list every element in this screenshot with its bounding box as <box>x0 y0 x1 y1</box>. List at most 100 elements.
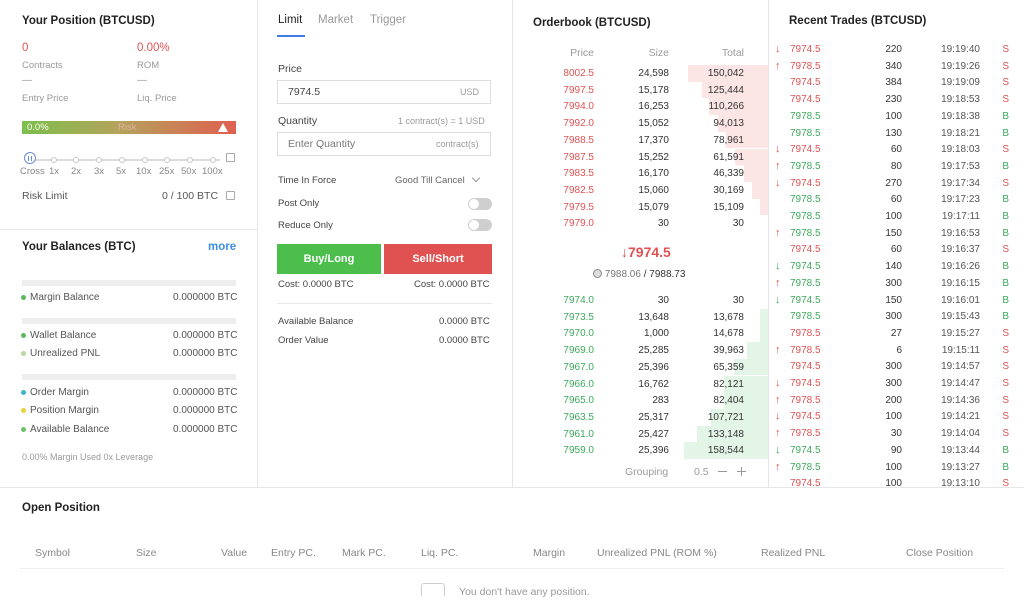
trade-price: 7978.5 <box>790 160 821 172</box>
trade-row: 7978.5 60 19:17:23 B <box>769 191 1024 208</box>
position-margin-label: Position Margin <box>30 405 99 416</box>
leverage-option[interactable]: 5x <box>116 166 127 177</box>
leverage-dot[interactable] <box>187 157 193 163</box>
ask-row[interactable]: 7982.5 15,060 30,169 <box>513 181 768 199</box>
trade-price: 7974.5 <box>790 261 821 273</box>
trade-row: ↓ 7974.5 270 19:17:34 S <box>769 175 1024 192</box>
column-close-position[interactable]: Close Position <box>906 547 974 559</box>
leverage-slider-track[interactable] <box>30 159 220 161</box>
trade-row: ↓ 7974.5 60 19:18:03 S <box>769 141 1024 158</box>
leverage-dot[interactable] <box>210 157 216 163</box>
orderbook-total: 30 <box>732 218 744 230</box>
more-link[interactable]: more <box>208 241 237 253</box>
post-only-toggle[interactable] <box>468 198 492 210</box>
buy-long-button[interactable]: Buy/Long <box>277 244 381 274</box>
grouping-decrease-button[interactable] <box>718 471 727 472</box>
column-entry-price[interactable]: Entry PC. <box>271 547 316 559</box>
trade-time: 19:16:26 <box>941 261 980 273</box>
bid-row[interactable]: 7974.0 30 30 <box>513 292 768 309</box>
depth-bar <box>760 308 768 326</box>
tab-trigger[interactable]: Trigger <box>370 14 406 26</box>
leverage-dot[interactable] <box>73 157 79 163</box>
time-in-force-select[interactable]: Good Till Cancel <box>395 173 481 186</box>
trade-row: 7974.5 60 19:16:37 S <box>769 241 1024 258</box>
leverage-option[interactable]: 10x <box>136 166 152 177</box>
bid-row[interactable]: 7963.5 25,317 107,721 <box>513 408 768 426</box>
tab-limit[interactable]: Limit <box>278 14 303 26</box>
ask-row[interactable]: 7979.5 15,079 15,109 <box>513 198 768 216</box>
column-realized-pnl[interactable]: Realized PNL <box>761 547 826 559</box>
trade-row: ↑ 7978.5 200 19:14:36 S <box>769 392 1024 409</box>
column-mark-price[interactable]: Mark PC. <box>342 547 386 559</box>
leverage-option[interactable]: 2x <box>71 166 82 177</box>
leverage-option[interactable]: 50x <box>181 166 197 177</box>
bid-row[interactable]: 7965.0 283 82,404 <box>513 392 768 409</box>
leverage-option[interactable]: 25x <box>159 166 175 177</box>
sell-short-button[interactable]: Sell/Short <box>384 244 492 274</box>
trade-time: 19:17:11 <box>941 211 980 222</box>
leverage-dot[interactable] <box>142 157 148 163</box>
trade-price: 7974.5 <box>790 77 821 89</box>
price-input[interactable] <box>277 80 491 104</box>
ask-row[interactable]: 7997.5 15,178 125,444 <box>513 81 768 99</box>
trade-time: 19:18:03 <box>941 144 980 156</box>
depth-bar <box>747 342 768 359</box>
ask-row[interactable]: 8002.5 24,598 150,042 <box>513 65 768 82</box>
bid-row[interactable]: 7973.5 13,648 13,678 <box>513 308 768 326</box>
order-value-value: 0.0000 BTC <box>439 335 490 346</box>
leverage-option[interactable]: 100x <box>202 166 223 177</box>
available-balance-dot <box>21 427 26 432</box>
trade-price: 7978.5 <box>790 211 821 222</box>
column-unrealized-pnl[interactable]: Unrealized PNL (ROM %) <box>597 547 717 559</box>
leverage-dot[interactable] <box>119 157 125 163</box>
quantity-input[interactable] <box>277 132 491 156</box>
unrealized-pnl-dot <box>21 351 26 356</box>
leverage-slider-handle[interactable] <box>24 152 36 164</box>
trade-side: B <box>1002 160 1009 172</box>
bid-row[interactable]: 7961.0 25,427 133,148 <box>513 425 768 443</box>
leverage-option[interactable]: Cross <box>20 166 45 177</box>
arrow-down-icon: ↓ <box>775 143 781 156</box>
quantity-unit: contract(s) <box>436 139 479 149</box>
ask-row[interactable]: 7992.0 15,052 94,013 <box>513 115 768 132</box>
edit-leverage-icon[interactable] <box>226 153 235 162</box>
trade-time: 19:16:37 <box>941 244 980 256</box>
tab-market[interactable]: Market <box>318 14 354 26</box>
ask-row[interactable]: 7979.0 30 30 <box>513 215 768 232</box>
orderbook-total: 82,404 <box>713 395 744 407</box>
margin-balance-value: 0.000000 BTC <box>173 292 238 303</box>
bid-row[interactable]: 7966.0 16,762 82,121 <box>513 375 768 393</box>
available-balance-value: 0.0000 BTC <box>439 316 490 327</box>
trade-price: 7978.5 <box>790 127 821 139</box>
orderbook-size: 283 <box>652 395 669 407</box>
bid-row[interactable]: 7970.0 1,000 14,678 <box>513 325 768 343</box>
depth-bar <box>724 392 768 409</box>
column-liq-price[interactable]: Liq. PC. <box>421 547 459 559</box>
leverage-dot[interactable] <box>164 157 170 163</box>
wallet-balance-dot <box>21 333 26 338</box>
bid-row[interactable]: 7967.0 25,396 65,359 <box>513 358 768 376</box>
reduce-only-toggle[interactable] <box>468 219 492 231</box>
leverage-dot[interactable] <box>96 157 102 163</box>
ask-row[interactable]: 7987.5 15,252 61,591 <box>513 148 768 166</box>
column-symbol[interactable]: Symbol <box>35 547 71 559</box>
bid-row[interactable]: 7959.0 25,396 158,544 <box>513 442 768 459</box>
column-margin[interactable]: Margin <box>533 547 566 559</box>
leverage-option[interactable]: 3x <box>94 166 105 177</box>
margin-used-footer: 0.00% Margin Used 0x Leverage <box>22 452 154 462</box>
column-value[interactable]: Value <box>221 547 248 559</box>
bid-row[interactable]: 7969.0 25,285 39,963 <box>513 342 768 359</box>
trade-side: S <box>1002 177 1009 189</box>
ask-row[interactable]: 7994.0 16,253 110,266 <box>513 98 768 116</box>
position-title: Your Position (BTCUSD) <box>22 15 155 27</box>
column-size[interactable]: Size <box>136 547 157 559</box>
grouping-increase-button[interactable] <box>737 467 746 476</box>
ask-row[interactable]: 7983.5 16,170 46,339 <box>513 165 768 182</box>
ask-row[interactable]: 7988.5 17,370 78,961 <box>513 131 768 149</box>
trade-price: 7978.5 <box>790 194 821 206</box>
edit-risk-limit-icon[interactable] <box>226 191 235 200</box>
leverage-dot[interactable] <box>51 157 57 163</box>
divider-bar <box>22 374 236 380</box>
trade-time: 19:17:34 <box>941 177 980 189</box>
leverage-option[interactable]: 1x <box>49 166 60 177</box>
